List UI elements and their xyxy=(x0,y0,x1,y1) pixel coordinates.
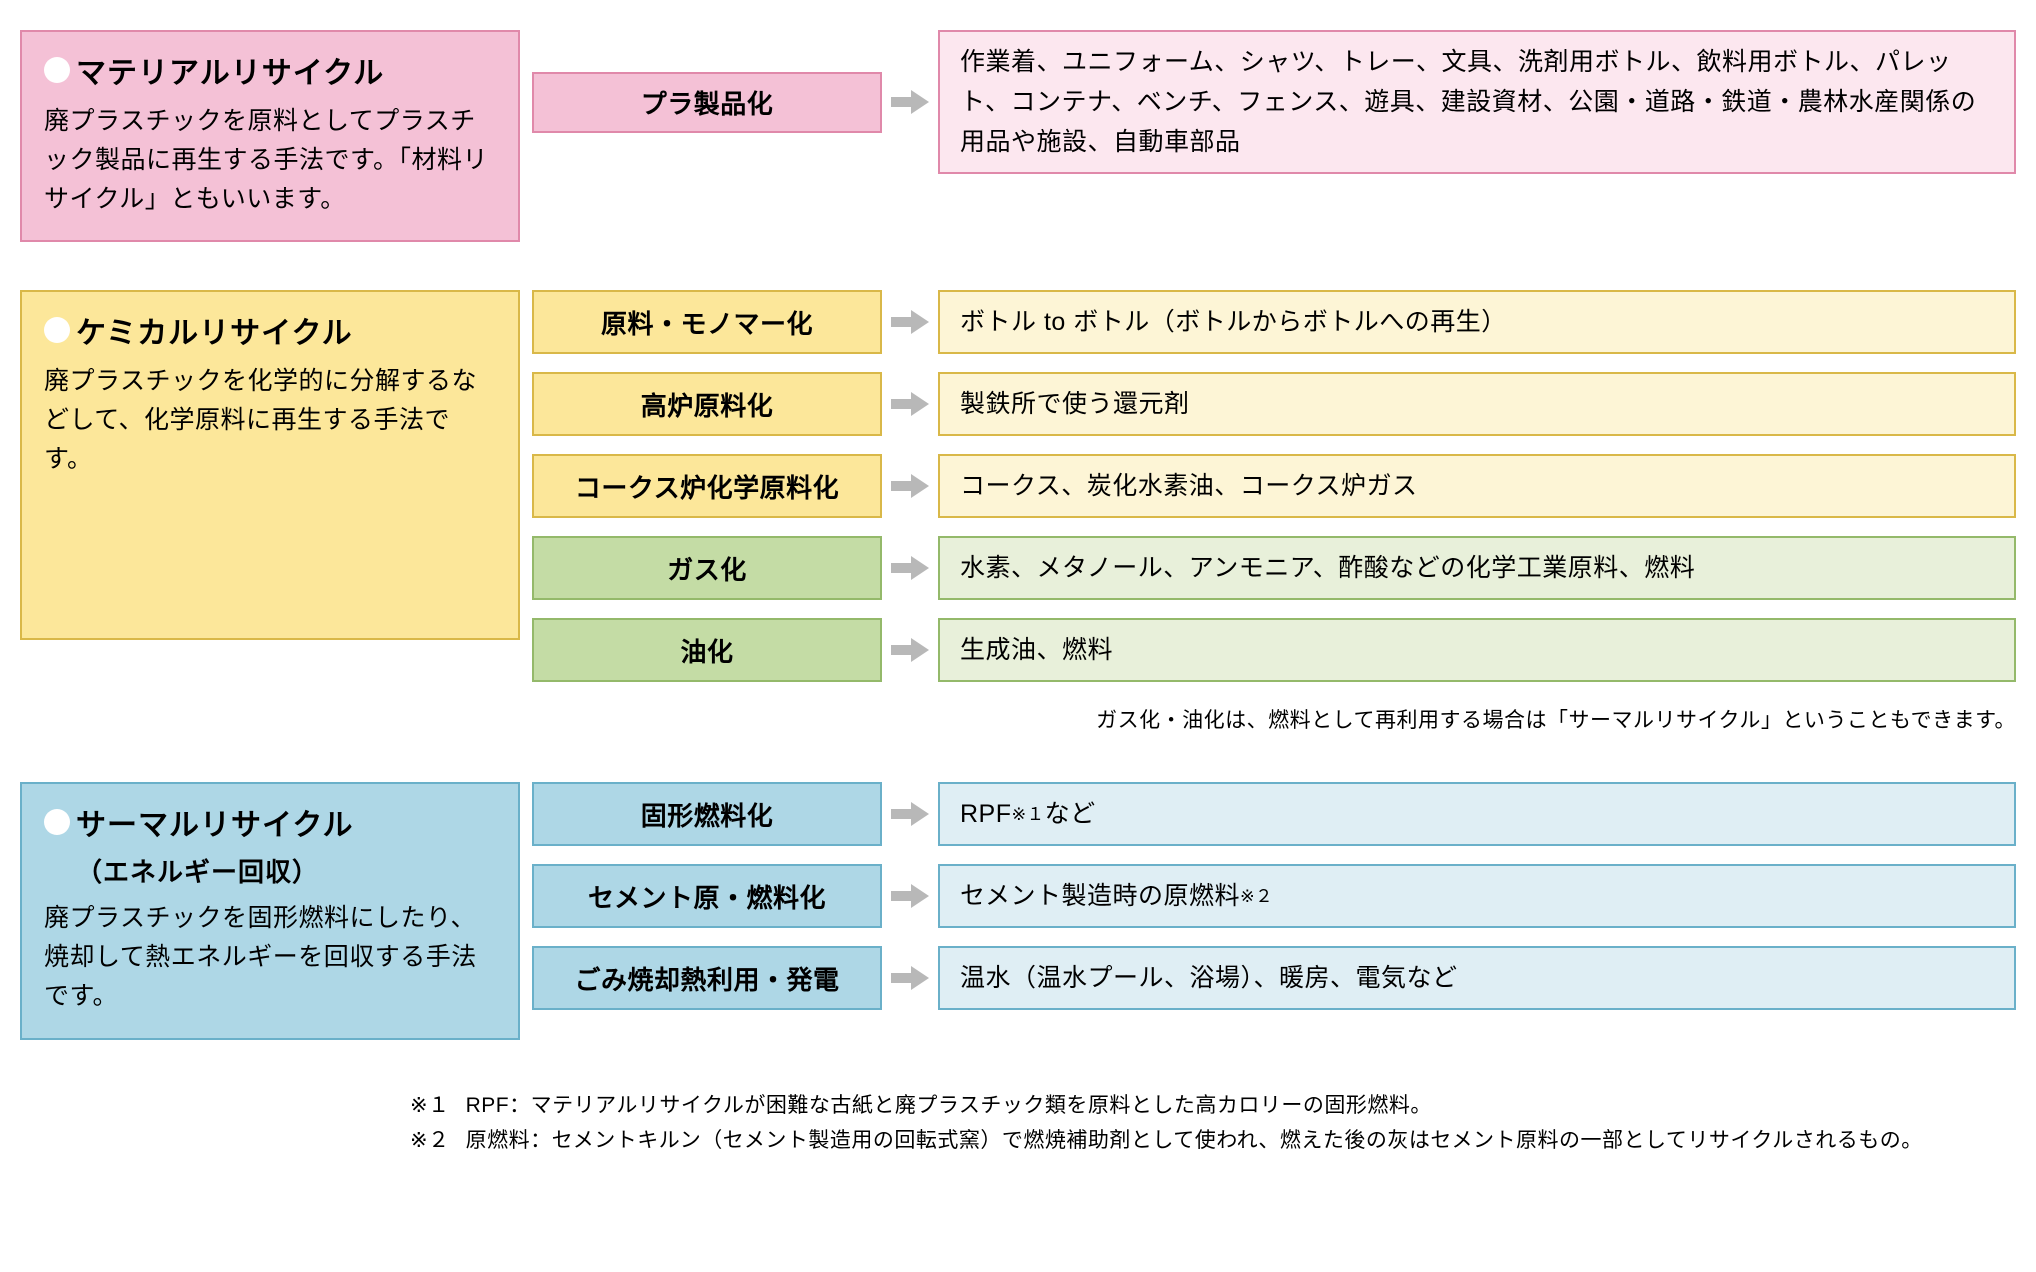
arrow xyxy=(882,30,938,174)
output-box: ボトル to ボトル（ボトルからボトルへの再生） xyxy=(938,290,2016,354)
output-box: 水素、メタノール、アンモニア、酢酸などの化学工業原料、燃料 xyxy=(938,536,2016,600)
output-box: 温水（温水プール、浴場）、暖房、電気など xyxy=(938,946,2016,1010)
row: 高炉原料化 製鉄所で使う還元剤 xyxy=(532,372,2016,436)
arrow-icon xyxy=(889,471,931,501)
category-title-row: ケミカルリサイクル xyxy=(44,308,496,352)
process-box: コークス炉化学原料化 xyxy=(532,454,882,518)
process-box: 固形燃料化 xyxy=(532,782,882,846)
row: プラ製品化 作業着、ユニフォーム、シャツ、トレー、文具、洗剤用ボトル、飲料用ボト… xyxy=(532,30,2016,174)
output-box: RPF※１など xyxy=(938,782,2016,846)
section-thermal: サーマルリサイクル （エネルギー回収） 廃プラスチックを固形燃料にしたり、焼却して熱… xyxy=(20,782,2016,1039)
rows-column: 原料・モノマー化 ボトル to ボトル（ボトルからボトルへの再生） 高炉原料化 製… xyxy=(532,290,2016,734)
category-title-row: マテリアルリサイクル xyxy=(44,48,496,92)
category-title: サーマルリサイクル xyxy=(76,800,354,844)
output-box: 製鉄所で使う還元剤 xyxy=(938,372,2016,436)
arrow-icon xyxy=(889,87,931,117)
arrow-icon xyxy=(889,635,931,665)
row: ガス化 水素、メタノール、アンモニア、酢酸などの化学工業原料、燃料 xyxy=(532,536,2016,600)
arrow-icon xyxy=(889,389,931,419)
output-box: 生成油、燃料 xyxy=(938,618,2016,682)
bullet-icon xyxy=(44,809,70,835)
row: ごみ焼却熱利用・発電 温水（温水プール、浴場）、暖房、電気など xyxy=(532,946,2016,1010)
process-box: プラ製品化 xyxy=(532,72,882,133)
arrow xyxy=(882,536,938,600)
arrow-icon xyxy=(889,963,931,993)
arrow xyxy=(882,782,938,846)
category-title: ケミカルリサイクル xyxy=(76,308,353,352)
rows-column: 固形燃料化 RPF※１などセメント原・燃料化 セメント製造時の原燃料※２ごみ焼却… xyxy=(532,782,2016,1010)
process-box: 油化 xyxy=(532,618,882,682)
footnote-marker: ※１ xyxy=(410,1088,450,1124)
category-box-chemical: ケミカルリサイクル廃プラスチックを化学的に分解するなどして、化学原料に再生する手… xyxy=(20,290,520,640)
bullet-icon xyxy=(44,317,70,343)
row: セメント原・燃料化 セメント製造時の原燃料※２ xyxy=(532,864,2016,928)
output-box: コークス、炭化水素油、コークス炉ガス xyxy=(938,454,2016,518)
row: 油化 生成油、燃料 xyxy=(532,618,2016,682)
output-box: セメント製造時の原燃料※２ xyxy=(938,864,2016,928)
arrow-icon xyxy=(889,799,931,829)
arrow-icon xyxy=(889,307,931,337)
row: 原料・モノマー化 ボトル to ボトル（ボトルからボトルへの再生） xyxy=(532,290,2016,354)
row: コークス炉化学原料化 コークス、炭化水素油、コークス炉ガス xyxy=(532,454,2016,518)
arrow xyxy=(882,454,938,518)
category-title-row: サーマルリサイクル xyxy=(44,800,496,844)
process-box: 高炉原料化 xyxy=(532,372,882,436)
category-box-thermal: サーマルリサイクル （エネルギー回収） 廃プラスチックを固形燃料にしたり、焼却して熱… xyxy=(20,782,520,1039)
footnote: ※２ 原燃料：セメントキルン（セメント製造用の回転式窯）で燃焼補助剤として使われ、… xyxy=(410,1123,2016,1159)
category-title: マテリアルリサイクル xyxy=(76,48,384,92)
category-box-material: マテリアルリサイクル廃プラスチックを原料としてプラスチック製品に再生する手法です… xyxy=(20,30,520,242)
footnotes: ※１ RPF：マテリアルリサイクルが困難な古紙と廃プラスチック類を原料とした高カロ… xyxy=(410,1088,2016,1159)
arrow xyxy=(882,864,938,928)
output-box: 作業着、ユニフォーム、シャツ、トレー、文具、洗剤用ボトル、飲料用ボトル、パレット… xyxy=(938,30,2016,174)
process-box: ごみ焼却熱利用・発電 xyxy=(532,946,882,1010)
arrow-icon xyxy=(889,881,931,911)
arrow-icon xyxy=(889,553,931,583)
category-desc: 廃プラスチックを原料としてプラスチック製品に再生する手法です。「材料リサイクル」… xyxy=(44,102,496,218)
arrow xyxy=(882,290,938,354)
section-material: マテリアルリサイクル廃プラスチックを原料としてプラスチック製品に再生する手法です… xyxy=(20,30,2016,242)
category-desc: 廃プラスチックを固形燃料にしたり、焼却して熱エネルギーを回収する手法です。 xyxy=(44,899,496,1015)
footnote-text: RPF：マテリアルリサイクルが困難な古紙と廃プラスチック類を原料とした高カロリー… xyxy=(466,1088,1432,1124)
footnote-text: 原燃料：セメントキルン（セメント製造用の回転式窯）で燃焼補助剤として使われ、燃え… xyxy=(466,1123,1923,1159)
category-subtitle: （エネルギー回収） xyxy=(76,852,496,889)
footnote-marker: ※２ xyxy=(410,1123,450,1159)
rows-column: プラ製品化 作業着、ユニフォーム、シャツ、トレー、文具、洗剤用ボトル、飲料用ボト… xyxy=(532,30,2016,174)
arrow xyxy=(882,946,938,1010)
footnote: ※１ RPF：マテリアルリサイクルが困難な古紙と廃プラスチック類を原料とした高カロ… xyxy=(410,1088,2016,1124)
arrow xyxy=(882,618,938,682)
section-chemical: ケミカルリサイクル廃プラスチックを化学的に分解するなどして、化学原料に再生する手… xyxy=(20,290,2016,734)
process-box: ガス化 xyxy=(532,536,882,600)
arrow xyxy=(882,372,938,436)
bullet-icon xyxy=(44,57,70,83)
category-desc: 廃プラスチックを化学的に分解するなどして、化学原料に再生する手法です。 xyxy=(44,362,496,478)
section-note: ガス化・油化は、燃料として再利用する場合は「サーマルリサイクル」ということもでき… xyxy=(532,704,2016,734)
process-box: 原料・モノマー化 xyxy=(532,290,882,354)
process-box: セメント原・燃料化 xyxy=(532,864,882,928)
row: 固形燃料化 RPF※１など xyxy=(532,782,2016,846)
